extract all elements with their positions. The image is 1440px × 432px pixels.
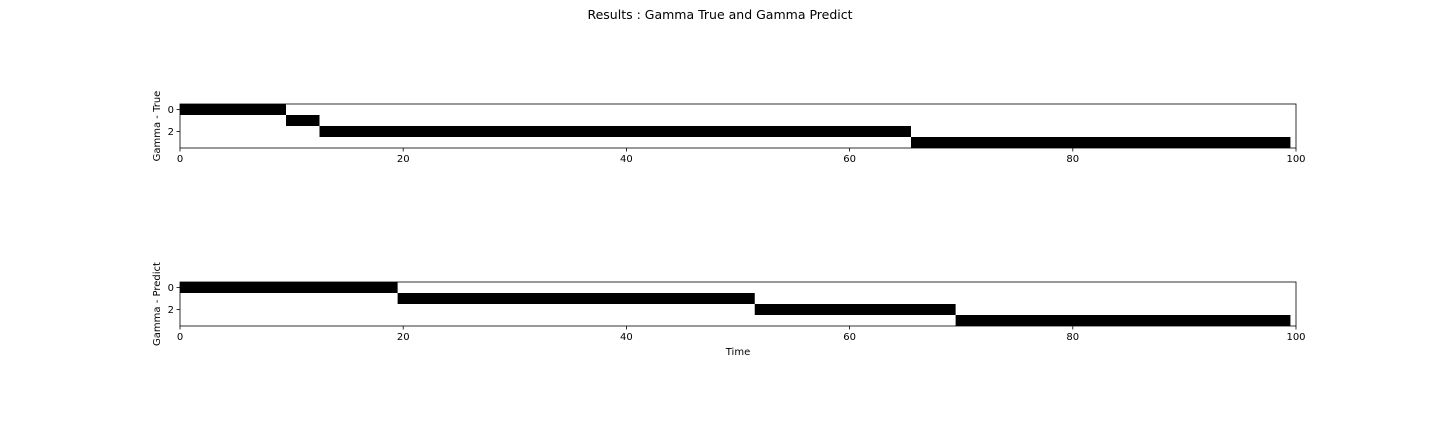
state-segment-predict-3 [955,315,1291,326]
x-tick-label-true: 20 [397,154,410,165]
x-tick-label-predict: 0 [177,332,183,343]
x-tick-label-predict: 60 [843,332,856,343]
state-segment-predict-1 [397,293,755,304]
x-tick-label-true: 0 [177,154,183,165]
x-tick-label-predict: 80 [1066,332,1079,343]
axes-frame-true [179,103,1297,149]
axes-predict: 0 20 40 60 80 100 0 2 Gamma - Predict Time [152,262,1306,358]
figure-title: Results : Gamma True and Gamma Predict [587,7,852,22]
y-axis-label-predict: Gamma - Predict [152,262,163,346]
axes-frame-predict [179,281,1297,327]
state-segment-true-0 [180,104,287,115]
y-axis-label-true: Gamma - True [152,91,163,162]
y-tick-label-true: 2 [168,127,174,138]
x-tick-label-predict: 40 [620,332,633,343]
state-segment-true-2 [319,126,911,137]
x-tick-label-true: 100 [1286,154,1305,165]
axes-container: 0 20 40 60 80 100 0 2 Gamma - True 0 20 40 60 80 100 0 2… [152,91,1306,358]
state-segment-predict-0 [180,282,398,293]
x-tick-label-predict: 20 [397,332,410,343]
axes-true: 0 20 40 60 80 100 0 2 Gamma - True [152,91,1306,165]
x-tick-label-true: 80 [1066,154,1079,165]
state-segment-true-1 [286,115,320,126]
x-tick-label-true: 60 [843,154,856,165]
y-tick-label-predict: 2 [168,305,174,316]
x-axis-label-predict: Time [725,347,750,358]
x-tick-label-true: 40 [620,154,633,165]
y-tick-label-predict: 0 [168,283,174,294]
y-tick-label-true: 0 [168,105,174,116]
state-segment-predict-2 [754,304,956,315]
state-segment-true-3 [910,137,1291,148]
x-tick-label-predict: 100 [1286,332,1305,343]
